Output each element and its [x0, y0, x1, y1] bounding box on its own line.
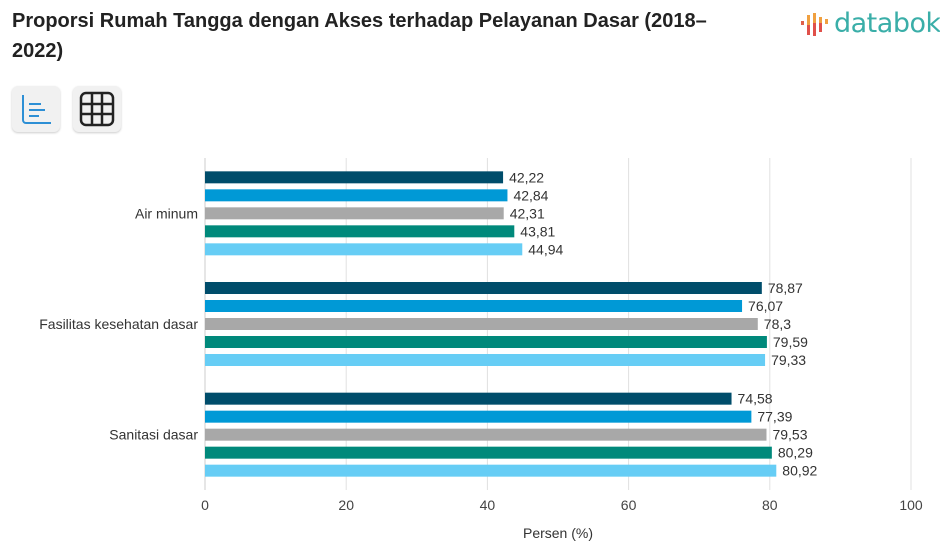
x-tick-label: 40: [480, 497, 496, 513]
bar: [205, 446, 772, 459]
data-label: 74,58: [738, 391, 773, 407]
bar: [205, 243, 523, 256]
data-label: 80,29: [778, 445, 813, 461]
x-tick-label: 0: [201, 497, 209, 513]
chart-title: Proporsi Rumah Tangga dengan Akses terha…: [12, 10, 707, 62]
bar: [205, 392, 732, 405]
data-label: 78,3: [764, 316, 791, 332]
category-label: Fasilitas kesehatan dasar: [39, 316, 198, 332]
bar-chart-icon: [22, 95, 51, 124]
x-tick-label: 80: [762, 497, 778, 513]
bar: [205, 207, 504, 220]
data-label: 42,84: [513, 187, 548, 203]
x-axis-label: Persen (%): [523, 525, 593, 541]
category-label: Sanitasi dasar: [109, 427, 198, 443]
data-label: 79,59: [773, 334, 808, 350]
chart-view-button[interactable]: [12, 86, 60, 132]
bar: [205, 336, 767, 348]
bar: [205, 171, 504, 184]
table-view-button[interactable]: [73, 86, 121, 132]
bar: [205, 300, 743, 312]
bar: [205, 318, 758, 330]
data-label: 42,31: [510, 205, 545, 221]
bar: [205, 189, 508, 202]
bar: [205, 282, 762, 294]
data-label: 79,53: [772, 427, 807, 443]
data-label: 77,39: [757, 409, 792, 425]
bar: [205, 428, 767, 441]
x-tick-label: 20: [338, 497, 354, 513]
x-tick-label: 100: [899, 497, 923, 513]
category-label: Air minum: [135, 205, 198, 221]
databoks-logo: databoks: [800, 8, 940, 39]
data-label: 78,87: [768, 280, 803, 296]
data-label: 80,92: [782, 463, 817, 479]
x-tick-label: 60: [621, 497, 637, 513]
logo-bars-icon: [801, 12, 828, 36]
data-label: 43,81: [520, 223, 555, 239]
data-label: 76,07: [748, 298, 783, 314]
table-grid-icon: [79, 91, 115, 127]
bar: [205, 464, 777, 477]
data-label: 42,22: [509, 169, 544, 185]
data-label: 79,33: [771, 352, 806, 368]
bar: [205, 354, 766, 366]
bar: [205, 225, 515, 238]
data-label: 44,94: [528, 241, 563, 257]
bar: [205, 410, 752, 423]
logo-text: databoks: [834, 8, 940, 39]
